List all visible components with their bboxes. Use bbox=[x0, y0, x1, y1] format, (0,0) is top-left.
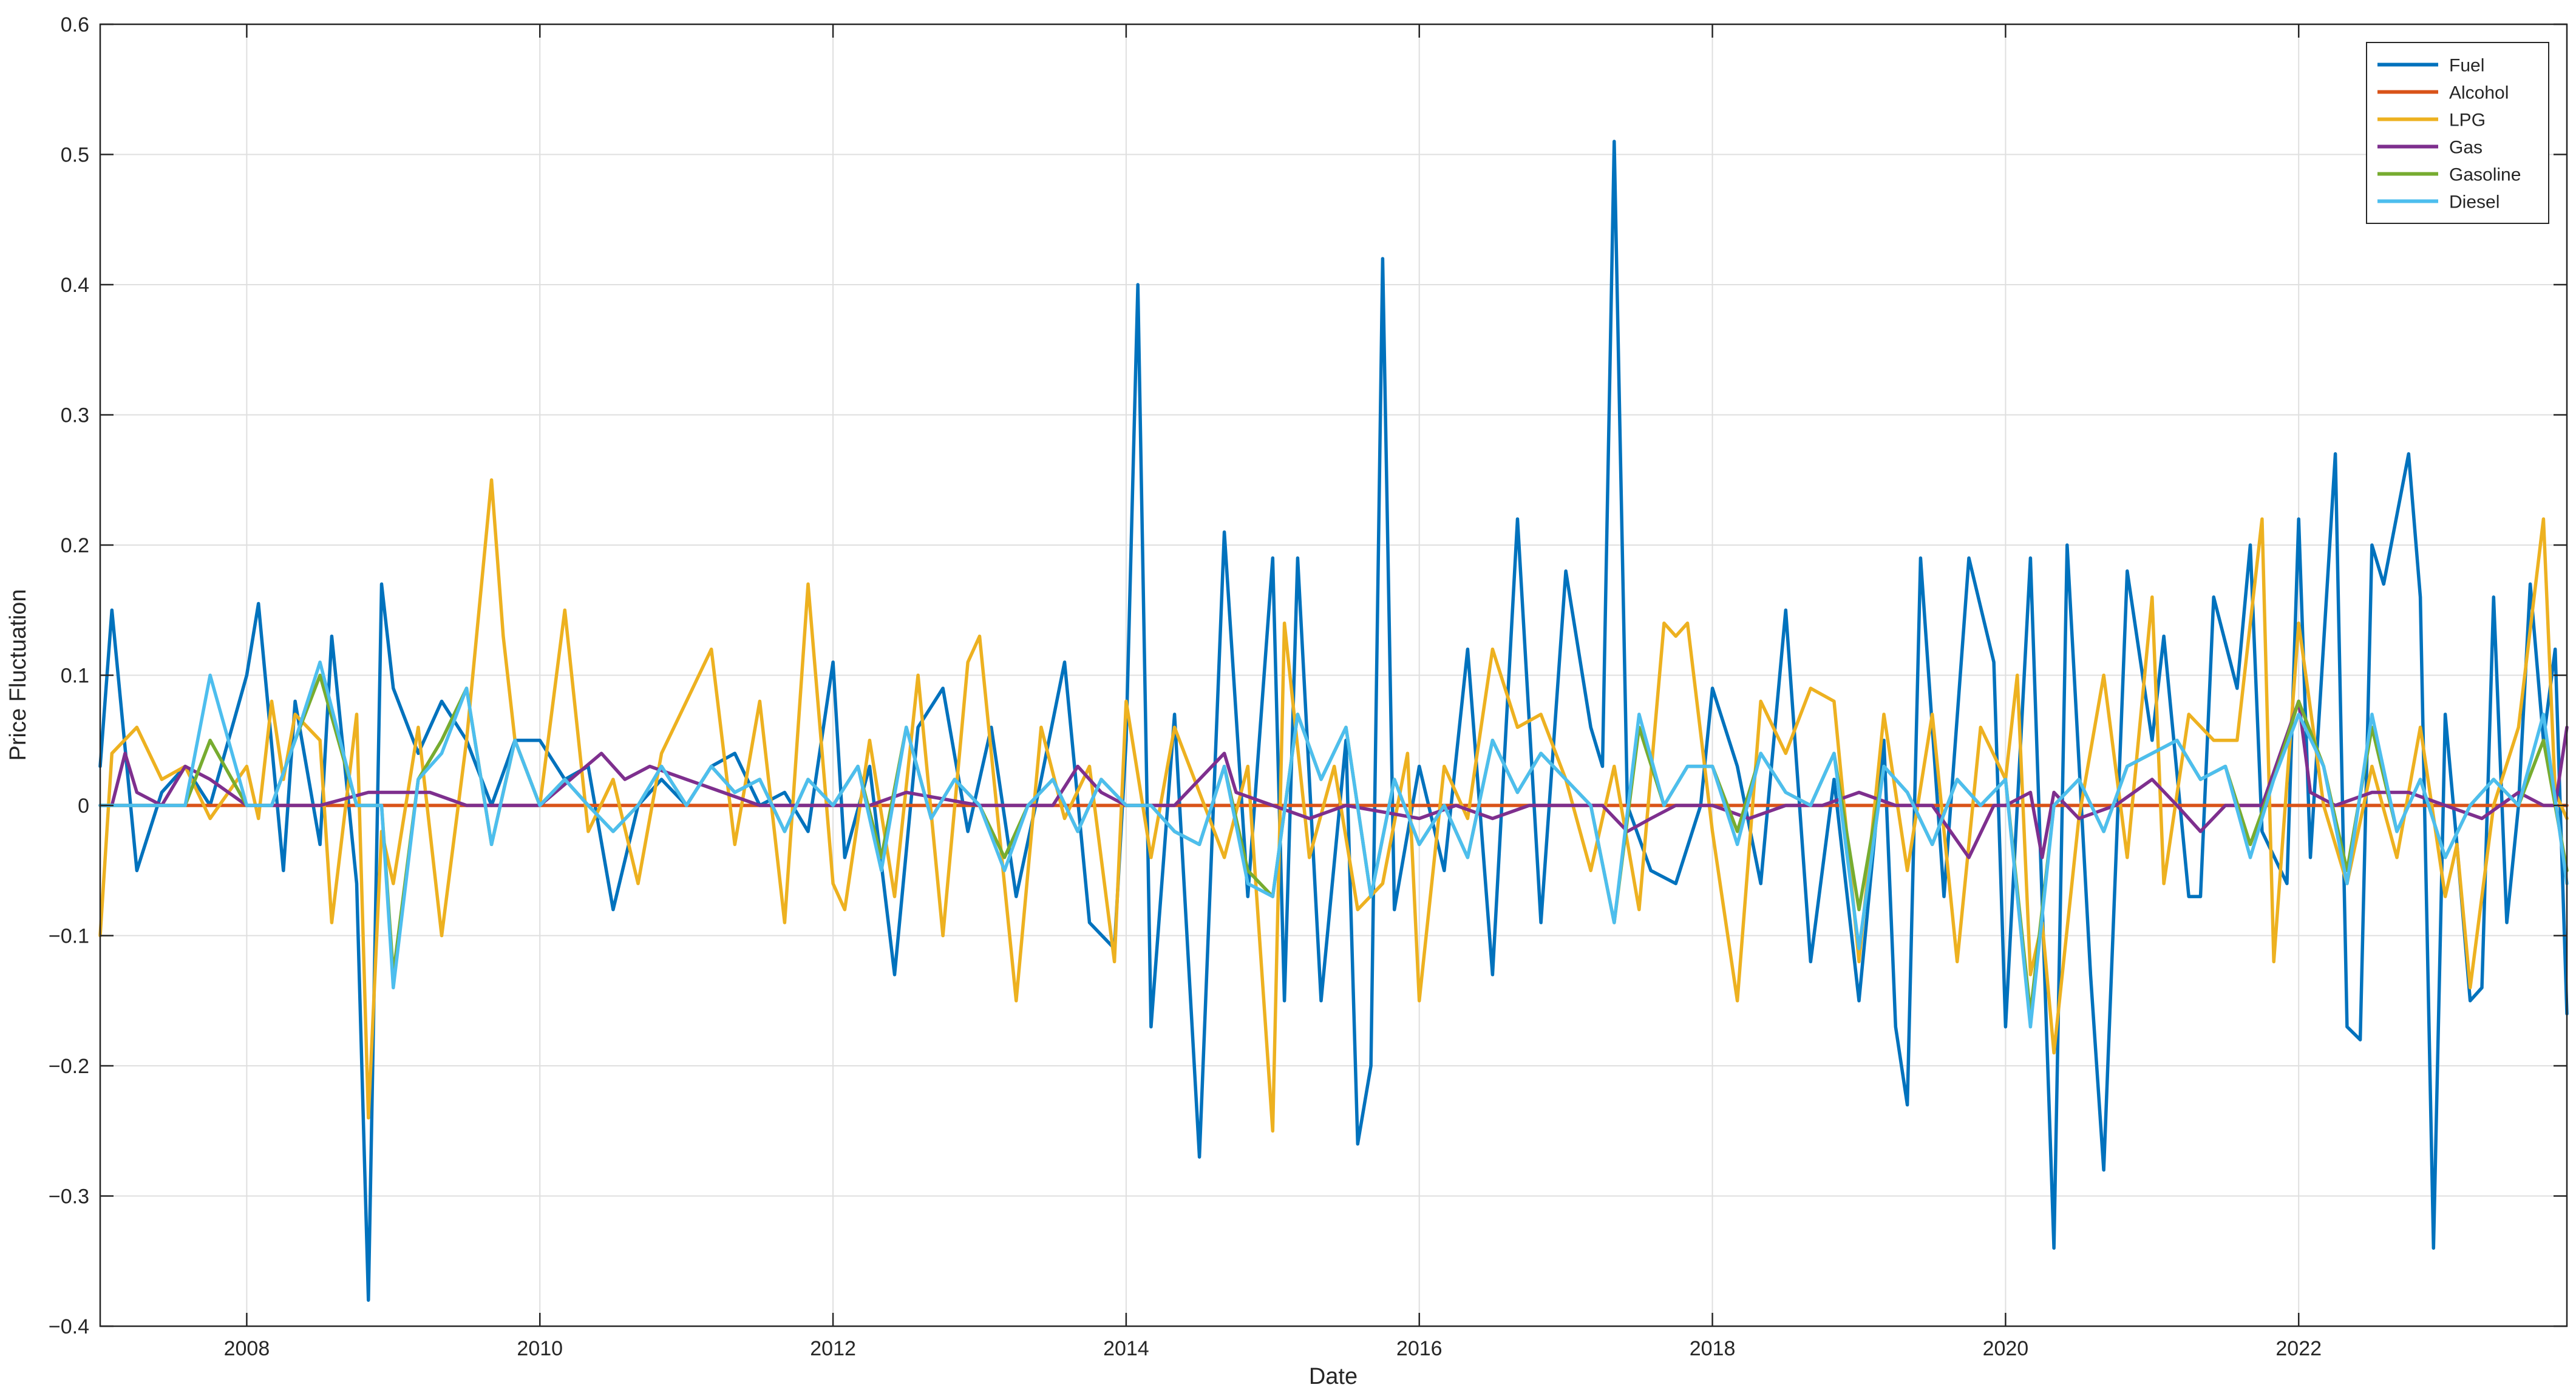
series-line-gas bbox=[98, 699, 2569, 859]
legend-item-gasoline: Gasoline bbox=[2377, 165, 2521, 185]
y-tick-label: 0.4 bbox=[61, 274, 89, 297]
x-tick-label: 2008 bbox=[224, 1337, 270, 1360]
y-tick-label: −0.3 bbox=[49, 1185, 89, 1208]
series-lines bbox=[98, 140, 2569, 1302]
legend-label: Alcohol bbox=[2449, 83, 2509, 103]
legend-label: Diesel bbox=[2449, 192, 2500, 212]
series-line-lpg bbox=[98, 478, 2569, 1133]
y-tick-label: 0.6 bbox=[61, 13, 89, 36]
axes: 2008 2010 2012 2014 2016 2018 2020 2022 −0.4 −0.3… bbox=[49, 13, 2567, 1360]
series-line-fuel bbox=[98, 140, 2569, 1302]
y-tick-label: 0.3 bbox=[61, 404, 89, 427]
legend-label: Fuel bbox=[2449, 56, 2484, 76]
x-axis-title: Date bbox=[1309, 1364, 1358, 1389]
y-tick-label: 0.2 bbox=[61, 534, 89, 557]
y-axis-title: Price Fluctuation bbox=[5, 589, 31, 761]
y-tick-label: 0 bbox=[78, 795, 89, 818]
legend-item-alcohol: Alcohol bbox=[2377, 83, 2509, 103]
legend-box bbox=[2366, 42, 2549, 224]
x-tick-label: 2016 bbox=[1396, 1337, 1443, 1360]
y-tick-label: −0.2 bbox=[49, 1055, 89, 1078]
y-tick-label: 0.5 bbox=[61, 144, 89, 167]
x-tick-label: 2018 bbox=[1690, 1337, 1736, 1360]
legend-item-lpg: LPG bbox=[2377, 110, 2486, 130]
y-tick-label: −0.1 bbox=[49, 925, 89, 948]
legend-label: Gasoline bbox=[2449, 165, 2521, 185]
legend-item-gas: Gas bbox=[2377, 138, 2483, 158]
y-tick-label: 0.1 bbox=[61, 665, 89, 688]
legend-label: Gas bbox=[2449, 138, 2483, 158]
series-line-diesel bbox=[98, 660, 2569, 1029]
x-tick-label: 2010 bbox=[517, 1337, 563, 1360]
y-tick-label: −0.4 bbox=[49, 1315, 89, 1338]
legend-item-fuel: Fuel bbox=[2377, 56, 2484, 76]
legend: Fuel Alcohol LPG Gas Gasoline Diesel bbox=[2366, 42, 2549, 224]
legend-label: LPG bbox=[2449, 110, 2486, 130]
x-tick-label: 2020 bbox=[1983, 1337, 2029, 1360]
x-tick-label: 2014 bbox=[1103, 1337, 1149, 1360]
x-tick-label: 2012 bbox=[810, 1337, 856, 1360]
legend-item-diesel: Diesel bbox=[2377, 192, 2500, 212]
x-tick-label: 2022 bbox=[2275, 1337, 2322, 1360]
